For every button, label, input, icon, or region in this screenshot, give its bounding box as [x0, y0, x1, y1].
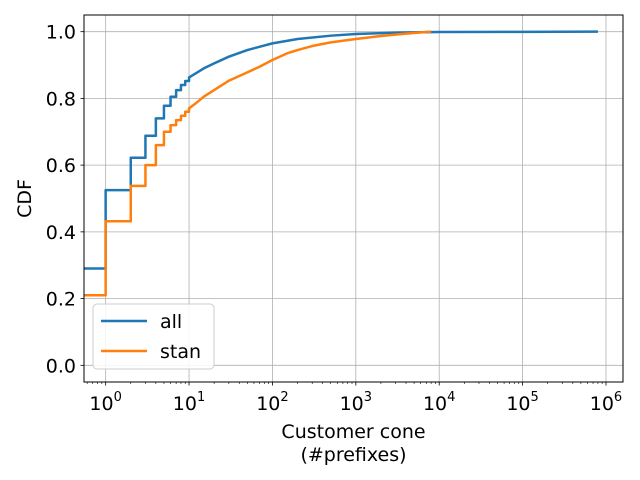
- y-tick-label: 0.0: [46, 355, 76, 377]
- grid-lines: [84, 15, 623, 382]
- x-tick-label: 104: [423, 390, 455, 415]
- series-line-stan: [84, 30, 432, 297]
- x-tick-exponent: 6: [614, 390, 622, 405]
- x-tick-label: 105: [506, 390, 538, 415]
- x-tick-label: 100: [89, 390, 121, 415]
- x-tick-base: 10: [89, 393, 113, 415]
- x-tick-label: 106: [590, 390, 622, 415]
- legend: all stan: [92, 303, 215, 370]
- x-tick-label: 101: [173, 390, 205, 415]
- x-tick-label: 102: [256, 390, 288, 415]
- x-axis-label-line-1: Customer cone: [281, 421, 425, 443]
- y-tick-label: 0.2: [46, 289, 76, 311]
- x-axis-label-line-2: (#prefixes): [300, 444, 406, 466]
- y-tick-label: 0.4: [46, 222, 76, 244]
- x-tick-base: 10: [423, 393, 447, 415]
- y-tick-label: 0.6: [46, 155, 76, 177]
- x-tick-exponent: 0: [114, 390, 122, 405]
- legend-label-all: all: [160, 311, 182, 333]
- x-tick-base: 10: [256, 393, 280, 415]
- x-tick-exponent: 1: [197, 390, 205, 405]
- x-tick-label: 103: [340, 390, 372, 415]
- series-lines: [84, 30, 598, 297]
- x-tick-exponent: 5: [531, 390, 539, 405]
- x-tick-exponent: 3: [364, 390, 372, 405]
- x-tick-base: 10: [340, 393, 364, 415]
- x-tick-exponent: 2: [280, 390, 288, 405]
- series-line-all: [84, 30, 598, 270]
- y-axis-label: CDF: [14, 179, 36, 218]
- x-tick-base: 10: [173, 393, 197, 415]
- x-tick-base: 10: [590, 393, 614, 415]
- y-tick-label: 0.8: [46, 88, 76, 110]
- x-tick-base: 10: [506, 393, 530, 415]
- legend-label-stan: stan: [160, 341, 201, 363]
- y-tick-label: 1.0: [46, 22, 76, 44]
- plot-frame: [83, 14, 624, 383]
- x-tick-exponent: 4: [447, 390, 455, 405]
